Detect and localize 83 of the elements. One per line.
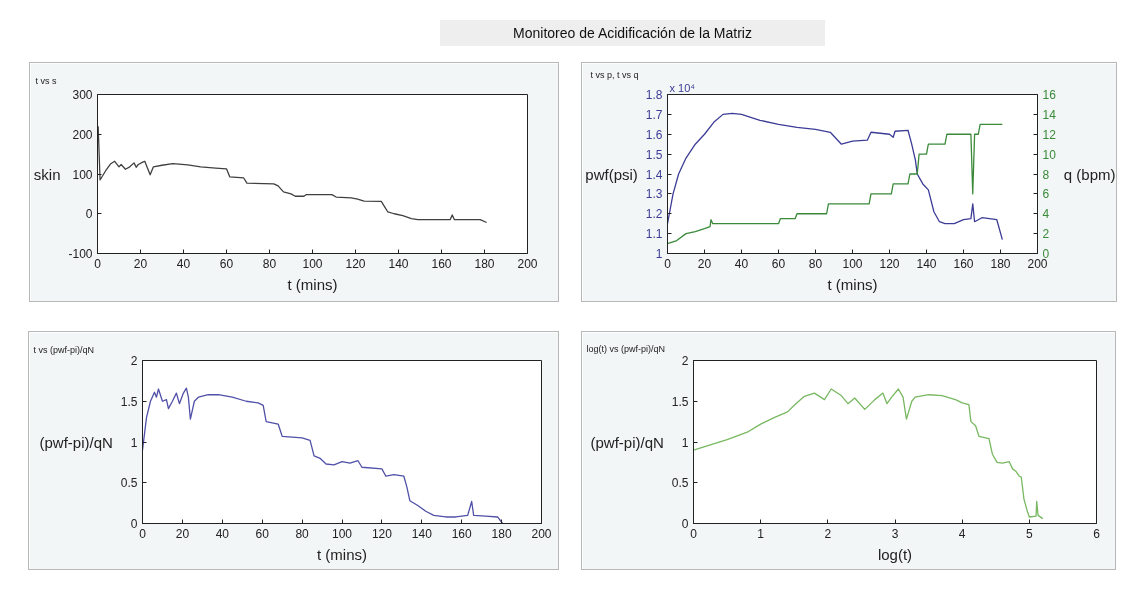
text: Monitoreo de Acidificación de la Matriz — [440, 20, 825, 46]
y2-tick-label: 10 — [1042, 147, 1057, 162]
y-tick-label: 200 — [72, 127, 93, 142]
x-tick-label: 2 — [824, 526, 832, 541]
y-tick-label: 1 — [130, 435, 138, 450]
y2-axis-title: q (bpm) — [1063, 165, 1116, 183]
y-tick-label: 0.5 — [120, 476, 138, 491]
x-tick-label: 20 — [175, 526, 190, 541]
chart-subtitle: t vs s — [35, 76, 57, 86]
y-tick-label: 2 — [130, 354, 138, 368]
y-tick-label: 1.5 — [120, 394, 138, 409]
y2-tick-label: 2 — [1042, 227, 1050, 242]
y2-tick-label: 14 — [1042, 107, 1057, 122]
x-tick-label: 20 — [697, 256, 712, 271]
x-tick-label: 3 — [891, 526, 899, 541]
x-tick-label: 1 — [757, 526, 765, 541]
y-tick-label: -100 — [68, 247, 93, 261]
y2-tick-label: 8 — [1042, 167, 1050, 182]
y-tick-label: 0.5 — [671, 476, 689, 491]
x-tick-label: 6 — [1093, 526, 1101, 541]
y-tick-label: 1.2 — [645, 207, 663, 222]
y-tick-label: 1.4 — [645, 167, 663, 182]
x-tick-label: 80 — [262, 256, 277, 271]
y-tick-label: 0 — [681, 517, 689, 531]
x-tick-label: 180 — [474, 256, 495, 271]
y-tick-label: 1 — [655, 247, 663, 261]
x-tick-label: 140 — [411, 526, 433, 541]
y2-tick-label: 6 — [1042, 187, 1050, 202]
text: x 10⁴ — [669, 82, 696, 94]
x-axis-title: t (mins) — [317, 545, 367, 563]
x-tick-label: 200 — [517, 256, 538, 271]
x-tick-label: 5 — [1026, 526, 1033, 541]
chart-subtitle: log(t) vs (pwf-pi)/qN — [586, 343, 666, 354]
x-tick-label: 120 — [371, 526, 393, 541]
x-tick-label: 140 — [916, 256, 937, 271]
y-tick-label: 1.8 — [645, 88, 663, 102]
x-axis-title: log(t) — [877, 545, 913, 563]
chart-subtitle: t vs p, t vs q — [590, 69, 639, 80]
y2-tick-label: 0 — [1042, 247, 1050, 261]
x-tick-label: 20 — [133, 256, 148, 271]
x-tick-label: 80 — [808, 256, 823, 271]
y-tick-label: 1.5 — [671, 394, 689, 409]
x-tick-label: 40 — [215, 526, 230, 541]
y-tick-label: 300 — [72, 88, 93, 102]
x-tick-label: 180 — [990, 256, 1011, 271]
x-tick-label: 100 — [302, 256, 323, 271]
x-tick-label: 180 — [491, 526, 512, 541]
x-tick-label: 4 — [958, 526, 966, 541]
y-tick-label: 0 — [130, 517, 138, 531]
x-tick-label: 40 — [176, 256, 191, 271]
x-tick-label: 60 — [219, 256, 234, 271]
x-tick-label: 40 — [734, 256, 749, 271]
x-tick-label: 120 — [345, 256, 366, 271]
text: t vs (pwf-pi)/qN — [33, 344, 95, 355]
x-tick-label: 100 — [331, 526, 353, 541]
x-tick-label: 140 — [388, 256, 409, 271]
x-tick-label: 80 — [295, 526, 310, 541]
x-tick-label: 160 — [953, 256, 974, 271]
y-tick-label: 1.1 — [645, 227, 663, 242]
y2-tick-label: 16 — [1042, 88, 1057, 102]
y-axis-title: (pwf-pi)/qN — [590, 433, 664, 451]
y-tick-label: 1.5 — [645, 147, 663, 162]
y-tick-label: 1.7 — [645, 107, 663, 122]
x-axis-title: t (mins) — [287, 275, 338, 293]
x-tick-label: 200 — [531, 526, 552, 541]
y-axis-title: skin — [33, 165, 61, 183]
y-tick-label: 100 — [72, 167, 93, 182]
y-axis-title: pwf(psi) — [585, 165, 638, 183]
x-axis-title: t (mins) — [827, 275, 878, 293]
x-tick-label: 60 — [771, 256, 786, 271]
x-tick-label: 120 — [879, 256, 900, 271]
x-tick-label: 60 — [255, 526, 270, 541]
y-tick-label: 1 — [681, 435, 689, 450]
y-tick-label: 1.6 — [645, 127, 663, 142]
x-tick-label: 160 — [451, 526, 473, 541]
y-tick-label: 1.3 — [645, 187, 663, 202]
y-axis-title: (pwf-pi)/qN — [39, 433, 113, 451]
x-tick-label: 160 — [431, 256, 452, 271]
y2-tick-label: 4 — [1042, 207, 1050, 222]
y2-tick-label: 12 — [1042, 127, 1057, 142]
x-tick-label: 100 — [842, 256, 863, 271]
y-tick-label: 0 — [85, 207, 93, 222]
y-tick-label: 2 — [681, 354, 689, 368]
